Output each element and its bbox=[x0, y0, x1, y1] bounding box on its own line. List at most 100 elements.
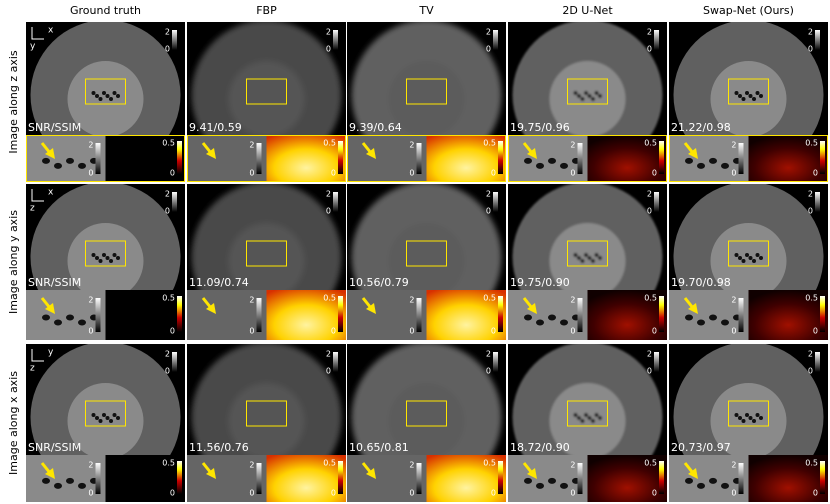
feature bbox=[598, 416, 602, 420]
colorbar bbox=[577, 143, 583, 174]
colorbar-min: 0 bbox=[249, 489, 254, 498]
axis-h: x bbox=[48, 188, 54, 198]
roi-box bbox=[567, 78, 608, 105]
colorbar-min: 0 bbox=[165, 367, 170, 376]
roi-box bbox=[85, 400, 126, 427]
feature bbox=[738, 94, 742, 98]
zoom bbox=[347, 455, 427, 502]
colorbar-min: 0 bbox=[808, 207, 813, 216]
feature bbox=[738, 416, 742, 420]
axis-indicator bbox=[31, 27, 44, 40]
feature bbox=[580, 419, 585, 423]
colorbar bbox=[493, 352, 498, 372]
arrow-head bbox=[688, 468, 698, 479]
error-map bbox=[587, 135, 667, 182]
colorbar-min: 0 bbox=[813, 169, 818, 178]
zoom-feature bbox=[524, 314, 532, 321]
colorbar-max: 0.5 bbox=[805, 139, 818, 148]
colorbar-max: 2 bbox=[249, 296, 254, 305]
error-map bbox=[426, 290, 506, 340]
feature bbox=[112, 413, 117, 417]
colorbar-max: 2 bbox=[731, 141, 736, 150]
inner-disk bbox=[228, 223, 305, 290]
error-map bbox=[266, 135, 346, 182]
error-map bbox=[748, 290, 828, 340]
feature bbox=[105, 94, 110, 98]
axis-v: y bbox=[30, 42, 36, 52]
colorbar-max: 0.5 bbox=[483, 139, 496, 148]
feature bbox=[116, 416, 120, 420]
colorbar bbox=[333, 352, 338, 372]
axis-h: x bbox=[48, 26, 54, 36]
error-map bbox=[426, 135, 506, 182]
zoom bbox=[187, 290, 267, 340]
error-map bbox=[266, 290, 346, 340]
inner-disk bbox=[710, 61, 787, 135]
colorbar bbox=[172, 192, 177, 212]
error-map bbox=[426, 455, 506, 502]
metric: 9.39/0.64 bbox=[349, 121, 402, 134]
feature bbox=[580, 259, 585, 263]
feature bbox=[752, 259, 756, 263]
zoom-feature bbox=[697, 482, 705, 489]
error-map bbox=[105, 290, 185, 340]
colorbar-min: 0 bbox=[326, 45, 331, 54]
metric: SNR/SSIM bbox=[28, 441, 81, 454]
colorbar bbox=[738, 298, 744, 332]
image bbox=[191, 184, 342, 290]
metric: 11.56/0.76 bbox=[189, 441, 249, 454]
inner-disk bbox=[549, 223, 626, 290]
feature bbox=[734, 253, 739, 257]
colorbar-max: 0.5 bbox=[644, 459, 657, 468]
colorbar-max: 2 bbox=[731, 461, 736, 470]
colorbar-max: 0.5 bbox=[323, 294, 336, 303]
feature bbox=[759, 256, 763, 260]
feature bbox=[741, 97, 746, 101]
arrow-head bbox=[45, 303, 55, 314]
colorbar bbox=[820, 296, 825, 332]
colorbar-min: 0 bbox=[647, 45, 652, 54]
zoom-feature bbox=[721, 319, 729, 326]
colorbar-max: 0.5 bbox=[644, 294, 657, 303]
zoom-frame bbox=[26, 135, 185, 182]
roi-box bbox=[246, 78, 287, 105]
feature bbox=[741, 259, 746, 263]
feature bbox=[95, 416, 99, 420]
feature bbox=[594, 91, 599, 95]
zoom-frame bbox=[508, 135, 667, 182]
colorbar-max: 2 bbox=[486, 190, 491, 199]
zoom-feature bbox=[66, 477, 74, 484]
panel: 2 0 9.39/0.64 2 0 0.5 0 bbox=[347, 22, 506, 182]
column-header: Ground truth bbox=[70, 4, 141, 17]
feature bbox=[112, 91, 117, 95]
feature bbox=[591, 259, 595, 263]
metric: 10.65/0.81 bbox=[349, 441, 409, 454]
zoom-feature bbox=[524, 477, 532, 484]
zoom-feature bbox=[78, 482, 86, 489]
colorbar bbox=[95, 298, 101, 332]
feature bbox=[745, 253, 749, 257]
colorbar bbox=[95, 463, 101, 494]
colorbar-min: 0 bbox=[331, 489, 336, 498]
colorbar-min: 0 bbox=[326, 207, 331, 216]
metric: 18.72/0.90 bbox=[510, 441, 570, 454]
colorbar bbox=[333, 30, 338, 50]
feature bbox=[759, 94, 763, 98]
colorbar-min: 0 bbox=[491, 327, 496, 336]
roi-box bbox=[85, 78, 126, 105]
zoom-feature bbox=[66, 314, 74, 321]
roi-box bbox=[85, 240, 126, 267]
colorbar-min: 0 bbox=[570, 169, 575, 178]
axis-v: z bbox=[30, 364, 35, 374]
colorbar-min: 0 bbox=[486, 45, 491, 54]
colorbar-max: 0.5 bbox=[483, 459, 496, 468]
feature bbox=[587, 94, 592, 98]
zoom-feature bbox=[709, 157, 717, 164]
feature bbox=[755, 91, 760, 95]
colorbar-max: 2 bbox=[165, 190, 170, 199]
feature bbox=[109, 259, 113, 263]
metric: SNR/SSIM bbox=[28, 276, 81, 289]
feature bbox=[755, 253, 760, 257]
